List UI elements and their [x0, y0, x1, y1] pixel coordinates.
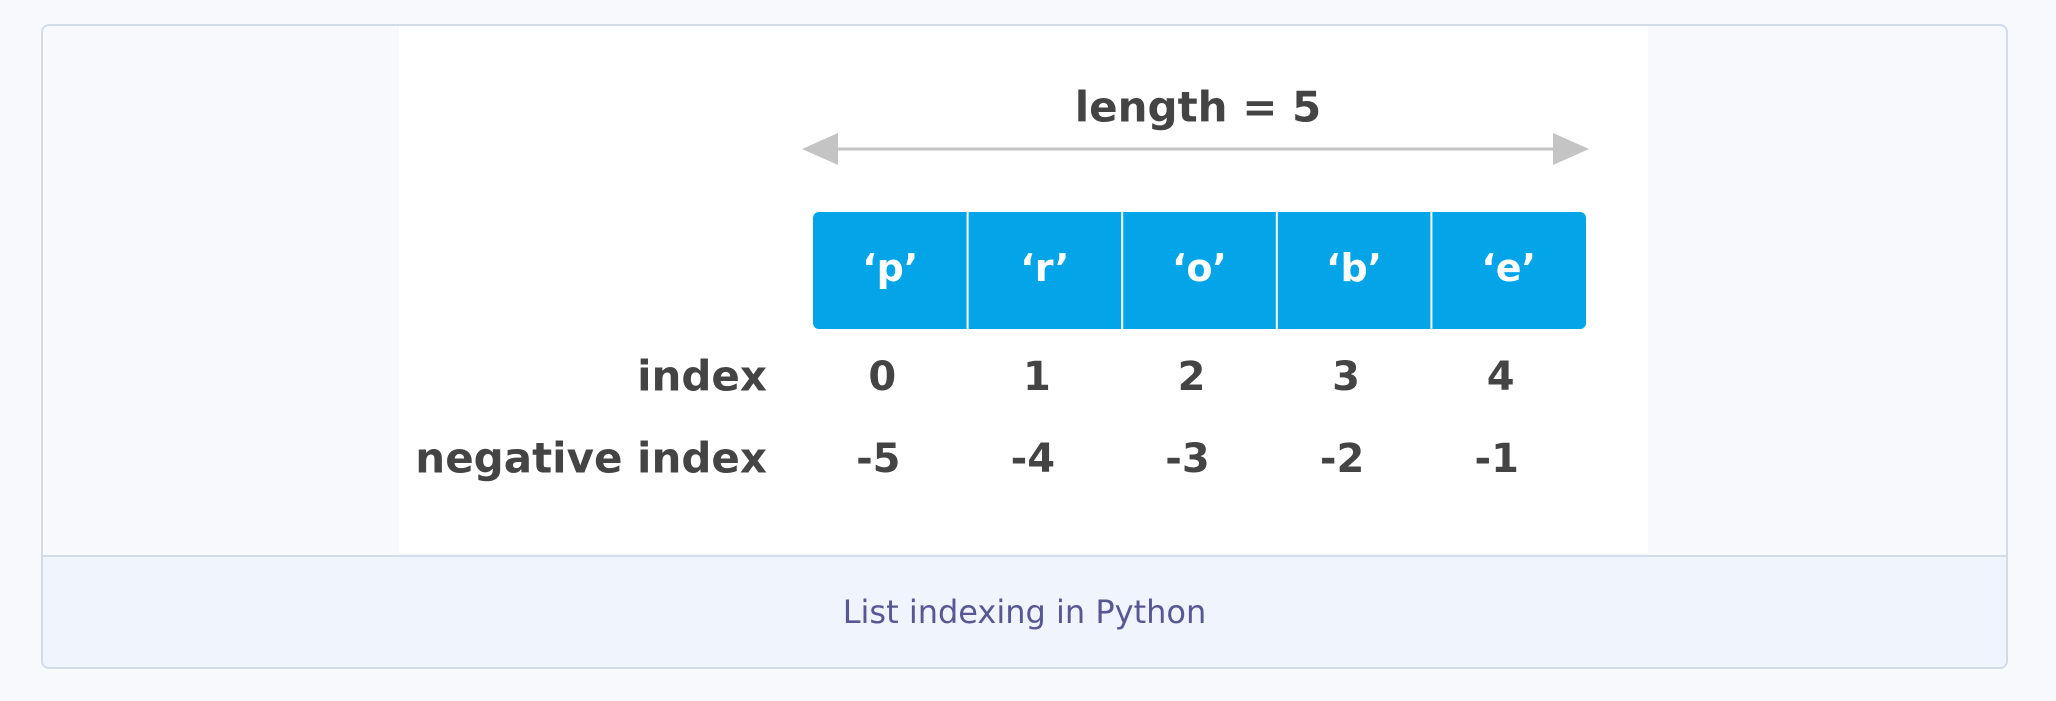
- negative-index-value: -1: [1474, 436, 1518, 482]
- cell-label: ‘p’: [862, 246, 918, 290]
- list-box: [813, 212, 1586, 329]
- length-label: length = 5: [1075, 83, 1321, 132]
- index-value: 4: [1487, 354, 1515, 400]
- index-value: 3: [1332, 354, 1360, 400]
- cell-label: ‘r’: [1020, 246, 1069, 290]
- negative-index-label: negative index: [415, 434, 767, 483]
- cell-label: ‘e’: [1481, 246, 1536, 290]
- negative-index-value: -5: [856, 436, 900, 482]
- negative-index-value: -3: [1165, 436, 1209, 482]
- cell-label: ‘o’: [1172, 246, 1227, 290]
- index-value: 1: [1023, 354, 1051, 400]
- index-value: 0: [868, 354, 896, 400]
- cell-label: ‘b’: [1326, 246, 1382, 290]
- caption: List indexing in Python: [43, 555, 2006, 667]
- arrow-head-right: [1553, 133, 1589, 165]
- arrow-head-left: [802, 133, 838, 165]
- index-label: index: [637, 352, 767, 401]
- index-value: 2: [1178, 354, 1206, 400]
- negative-index-value: -2: [1320, 436, 1364, 482]
- negative-index-value: -4: [1011, 436, 1055, 482]
